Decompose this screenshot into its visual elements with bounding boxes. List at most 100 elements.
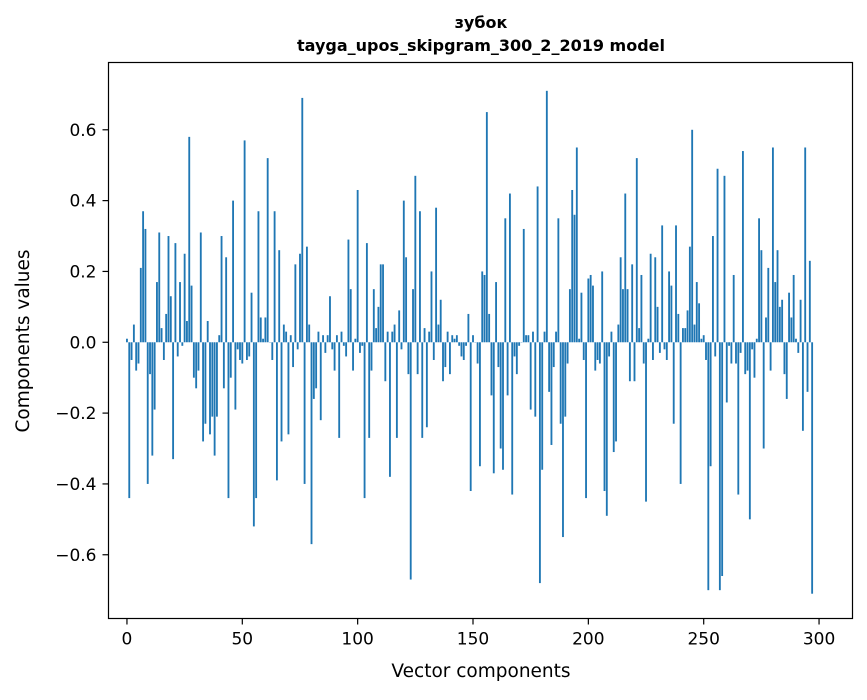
x-tick-label: 50 [231, 630, 253, 650]
bar-214 [620, 257, 622, 342]
bar-234 [666, 342, 668, 360]
bar-26 [186, 321, 188, 342]
bar-45 [230, 342, 232, 377]
bar-82 [315, 342, 317, 388]
bar-165 [507, 342, 509, 395]
bar-60 [264, 317, 266, 342]
bar-227 [650, 254, 652, 343]
bar-213 [617, 325, 619, 343]
bar-133 [433, 342, 435, 360]
bar-33 [202, 342, 204, 441]
bar-15 [161, 328, 163, 342]
bar-170 [518, 342, 520, 346]
bar-275 [760, 250, 762, 342]
bar-48 [237, 342, 239, 349]
bar-0 [126, 339, 128, 343]
bar-3 [133, 325, 135, 343]
bar-97 [350, 289, 352, 342]
bar-119 [401, 342, 403, 349]
bar-236 [670, 286, 672, 343]
bar-32 [200, 232, 202, 342]
bar-134 [435, 208, 437, 343]
bar-271 [751, 342, 753, 349]
bar-188 [560, 342, 562, 423]
bar-55 [253, 342, 255, 526]
bar-93 [341, 332, 343, 343]
bar-51 [244, 140, 246, 342]
bar-263 [733, 275, 735, 342]
x-tick-label: 200 [572, 630, 604, 650]
bar-22 [177, 342, 179, 356]
bar-294 [804, 147, 806, 342]
bar-174 [527, 335, 529, 342]
bar-72 [292, 342, 294, 367]
bar-283 [779, 307, 781, 342]
bar-68 [283, 325, 285, 343]
bar-158 [491, 342, 493, 395]
bar-9 [147, 342, 149, 484]
bar-38 [214, 342, 216, 455]
bar-226 [647, 339, 649, 343]
bar-124 [412, 289, 414, 342]
bar-90 [334, 342, 336, 370]
bar-41 [221, 236, 223, 342]
bar-144 [458, 342, 460, 346]
bar-113 [387, 332, 389, 343]
bar-181 [544, 332, 546, 343]
bar-161 [497, 342, 499, 367]
x-tick-label: 300 [803, 630, 835, 650]
bar-12 [154, 342, 156, 409]
bar-36 [209, 342, 211, 434]
bar-13 [156, 282, 158, 342]
bar-244 [689, 247, 691, 343]
bar-1 [128, 342, 130, 498]
bar-84 [320, 342, 322, 420]
bar-266 [740, 342, 742, 353]
bar-18 [168, 236, 170, 342]
bar-210 [611, 332, 613, 343]
bar-228 [652, 342, 654, 360]
bar-74 [297, 342, 299, 349]
bar-95 [345, 342, 347, 356]
y-tick-label: −0.2 [55, 404, 96, 424]
bar-231 [659, 342, 661, 353]
bar-282 [777, 250, 779, 342]
x-axis-label: Vector components [391, 661, 570, 682]
bar-264 [735, 342, 737, 363]
bar-218 [629, 342, 631, 381]
bar-20 [172, 342, 174, 459]
bar-262 [730, 342, 732, 363]
bar-29 [193, 342, 195, 377]
bar-104 [366, 243, 368, 342]
bar-265 [737, 342, 739, 494]
bar-238 [675, 225, 677, 342]
bar-237 [673, 342, 675, 423]
bar-278 [767, 268, 769, 342]
bar-254 [712, 236, 714, 342]
bar-56 [255, 342, 257, 498]
bar-132 [431, 271, 433, 342]
y-tick-label: 0.6 [69, 121, 96, 141]
bar-28 [191, 286, 193, 343]
bar-217 [627, 289, 629, 342]
bar-190 [564, 342, 566, 416]
bar-258 [721, 342, 723, 576]
bar-105 [368, 342, 370, 438]
bar-195 [576, 147, 578, 342]
bar-229 [654, 257, 656, 342]
bar-192 [569, 289, 571, 342]
bar-58 [260, 317, 262, 342]
bar-260 [726, 342, 728, 402]
bar-172 [523, 229, 525, 342]
bar-106 [371, 342, 373, 370]
bar-139 [447, 332, 449, 343]
bar-121 [405, 257, 407, 342]
bar-120 [403, 201, 405, 343]
bar-279 [770, 342, 772, 370]
chart-subtitle: tayga_upos_skipgram_300_2_2019 model [297, 36, 665, 55]
bar-47 [234, 342, 236, 409]
bar-107 [373, 289, 375, 342]
bar-89 [331, 342, 333, 349]
bar-242 [684, 328, 686, 342]
bar-96 [348, 240, 350, 343]
